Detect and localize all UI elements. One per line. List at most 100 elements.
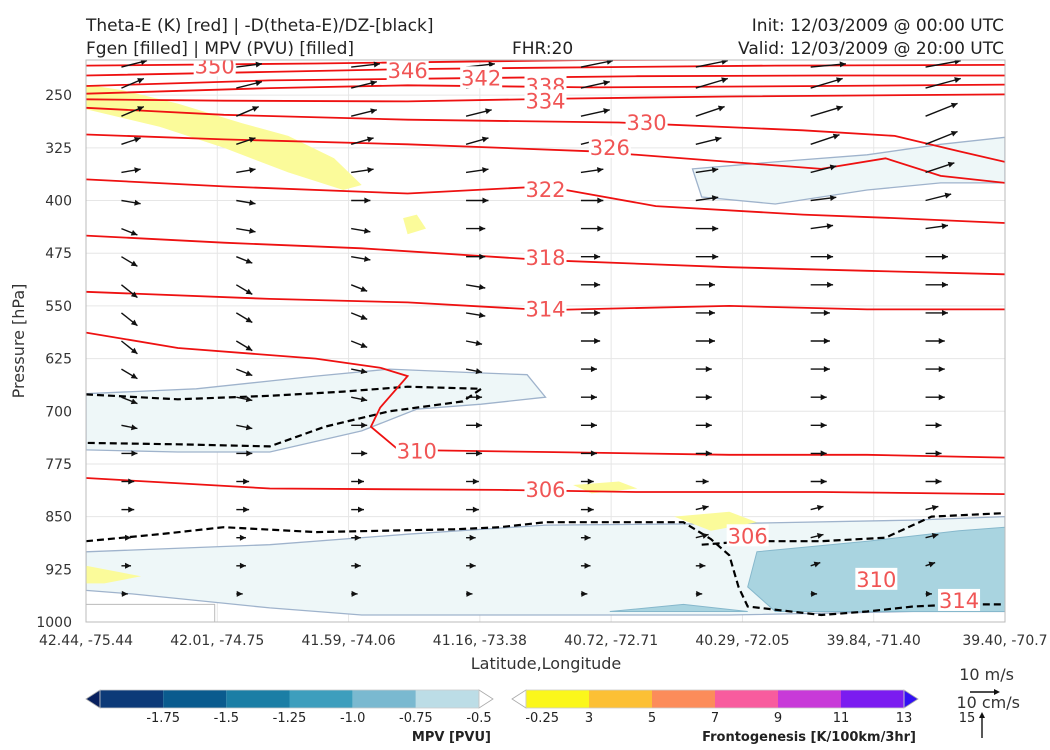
- wind-vector-head: [361, 422, 368, 429]
- colorbar-tick-label: 9: [774, 711, 782, 726]
- wind-vector-head: [702, 478, 709, 485]
- colorbar-low-extend: [85, 689, 101, 709]
- x-tick-label: 42.01, -74.75: [170, 633, 264, 649]
- wind-vector-head: [130, 291, 138, 298]
- wind-vector-head: [587, 506, 594, 513]
- wind-vector-head: [354, 534, 361, 541]
- title-right-line-2: Valid: 12/03/2009 @ 20:00 UTC: [738, 39, 1004, 59]
- wind-vector-head: [249, 227, 256, 234]
- wind-vector-head: [829, 195, 837, 202]
- wind-vector-head: [820, 450, 827, 457]
- mpv-colorbar: -1.75 -1.5 -1.25 -1.0 -0.75 -0.5 -0.25 MPV [PVU…: [85, 689, 559, 745]
- wind-vector-head: [475, 340, 483, 346]
- wind-vector-head: [941, 281, 948, 288]
- wind-vector-head: [373, 61, 380, 68]
- y-tick-label: 325: [45, 141, 72, 157]
- wind-vector-head: [134, 167, 141, 174]
- wind-key-vertical-label: 10 cm/s: [956, 693, 1020, 712]
- wind-vector-head: [711, 167, 719, 174]
- contour-label-bg: [625, 111, 668, 134]
- wind-vector-head: [941, 253, 948, 260]
- wind-vector-head: [255, 80, 262, 87]
- colorbar-swatch: [289, 690, 353, 708]
- colorbar-outline: [525, 689, 905, 709]
- wind-vector-head: [248, 136, 256, 143]
- wind-vector-head: [357, 506, 364, 513]
- theta-e-contour-label: 334: [525, 89, 565, 113]
- mpv-fill-region: [86, 368, 547, 453]
- theta-e-contour-322: [86, 178, 1005, 224]
- wind-vector-head: [476, 394, 483, 401]
- wind-vector-head: [597, 197, 604, 204]
- colorbar-swatch: [589, 690, 652, 708]
- wind-vector-head: [705, 422, 712, 429]
- wind-vector-head: [476, 450, 483, 457]
- x-tick-label: 39.40, -70.7: [962, 633, 1047, 649]
- wind-vector-head: [931, 533, 939, 539]
- wind-vector-head: [711, 195, 719, 202]
- wind-vector-head: [125, 562, 132, 569]
- wind-vector-head: [137, 78, 144, 84]
- wind-vector-head: [466, 590, 473, 597]
- wind-vector-head: [128, 478, 135, 485]
- wind-vector-head: [130, 398, 138, 405]
- wind-vector-head: [712, 253, 719, 260]
- contour-label-bg: [524, 89, 567, 112]
- wind-vector-head: [469, 562, 476, 569]
- wind-vector-head: [130, 424, 138, 431]
- wind-vector-head: [954, 60, 961, 65]
- theta-e-contour-label: 342: [461, 66, 501, 90]
- wind-vector-head: [935, 478, 942, 485]
- colorbar-swatch: [163, 690, 227, 708]
- wind-vector-head: [360, 286, 368, 292]
- wind-vector-head: [130, 319, 138, 326]
- wind-vector-head: [476, 422, 483, 429]
- wind-vector-head: [827, 253, 834, 260]
- theta-e-contour-labels: 350 346 342 3383343303263223183143103063063…: [193, 54, 981, 613]
- wind-vector-head: [935, 450, 942, 457]
- colorbar-swatch: [715, 690, 778, 708]
- wind-vector-head: [488, 61, 495, 68]
- wind-vector-head: [832, 133, 840, 140]
- wind-vector-head: [360, 368, 368, 375]
- wind-vector-head: [928, 561, 936, 568]
- wind-vector-head: [360, 314, 368, 320]
- wind-vector-head: [140, 60, 148, 65]
- wind-vector-head: [594, 338, 601, 344]
- terrain-block: [86, 603, 216, 622]
- wind-vector-head: [482, 197, 489, 204]
- wind-vector-head: [699, 562, 706, 569]
- wind-vector-head: [245, 396, 253, 403]
- wind-vector-head: [938, 338, 945, 344]
- mpv-deep-region: [609, 603, 748, 612]
- colorbar-tick-label: 11: [833, 711, 850, 726]
- wind-vector-head: [603, 108, 610, 115]
- wind-vector-head: [360, 342, 368, 348]
- theta-e-contour-label: 350: [195, 54, 235, 78]
- wind-vector-head: [816, 533, 824, 539]
- wind-vector-head: [246, 450, 253, 457]
- wind-vector-head: [130, 260, 138, 267]
- wind-vector-head: [245, 316, 253, 323]
- x-tick-label: 41.59, -74.06: [302, 633, 396, 649]
- contour-label-bg: [395, 439, 438, 462]
- wind-key-horizontal-label: 10 m/s: [959, 665, 1014, 684]
- dthetae-dz-contour: [86, 521, 1005, 617]
- fgen-colorbar: 3 5 7 9 11 13 15 Frontogenesis [K/100km/3hr]: [511, 689, 975, 745]
- contour-label-bg: [386, 60, 429, 82]
- wind-vector-head: [137, 106, 144, 112]
- wind-vector-head: [361, 450, 368, 457]
- wind-vector-head: [360, 396, 368, 403]
- wind-vector-head: [709, 281, 716, 288]
- wind-vector-head: [364, 197, 371, 204]
- wind-vector-head: [594, 309, 601, 316]
- wind-vector-head: [236, 590, 243, 597]
- wind-vector-head: [133, 136, 141, 143]
- terrain-mask: [86, 603, 216, 622]
- wind-vector-head: [125, 534, 132, 541]
- wind-vector-head: [839, 61, 846, 68]
- wind-vector-head: [714, 136, 722, 143]
- colorbar-swatch: [415, 690, 479, 708]
- wind-vector-head: [702, 533, 709, 539]
